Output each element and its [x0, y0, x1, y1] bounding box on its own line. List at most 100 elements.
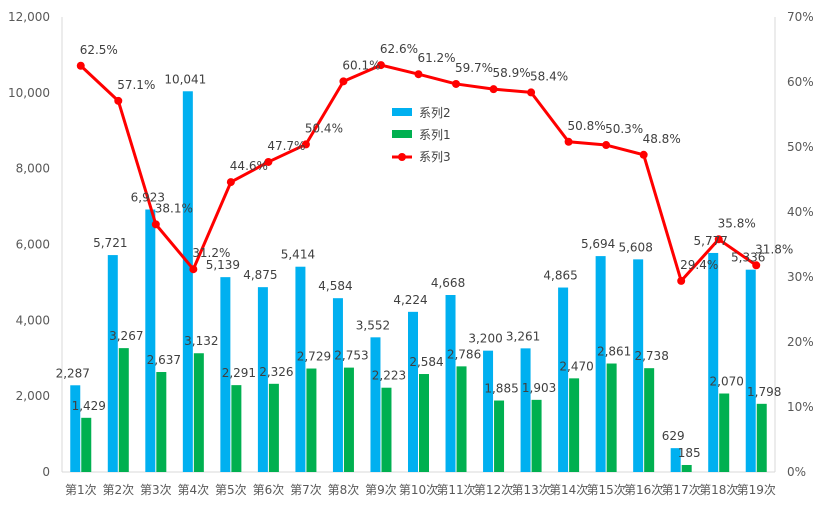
x-tick-label: 第1次 — [65, 483, 97, 497]
y-left-tick-label: 8,000 — [16, 162, 50, 176]
legend-label-series2: 系列2 — [419, 106, 451, 120]
bar-series2 — [295, 266, 306, 472]
data-label-series2: 5,694 — [581, 237, 615, 251]
data-label-series2: 3,200 — [468, 332, 502, 346]
data-label-series1: 185 — [678, 446, 701, 460]
data-label-series1: 1,429 — [72, 399, 106, 413]
y-right-tick-label: 50% — [787, 140, 814, 154]
data-label-series3: 29.4% — [680, 258, 718, 272]
bar-series2 — [745, 269, 756, 472]
data-label-series2: 2,287 — [56, 366, 90, 380]
data-label-series2: 5,608 — [618, 240, 652, 254]
bar-series1 — [494, 400, 505, 472]
y-left-tick-label: 10,000 — [8, 86, 50, 100]
bar-series2 — [520, 348, 531, 472]
line-point-series3 — [301, 140, 310, 149]
bar-series2 — [332, 298, 343, 472]
line-point-series3 — [76, 61, 85, 70]
x-tick-label: 第19次 — [737, 483, 776, 497]
x-tick-label: 第14次 — [549, 483, 588, 497]
bar-series2 — [558, 287, 569, 472]
bar-series2 — [633, 259, 644, 472]
data-labels: 2,287 1,429 5,721 3,267 6,923 2,637 10,041 3,13… — [56, 42, 794, 460]
data-label-series3: 48.8% — [643, 132, 681, 146]
data-label-series3: 58.4% — [530, 69, 568, 83]
bar-series1 — [306, 368, 317, 472]
data-label-series3: 60.1% — [342, 58, 380, 72]
x-tick-label: 第8次 — [328, 483, 360, 497]
data-label-series1: 3,267 — [109, 329, 143, 343]
bar-series2 — [145, 209, 156, 472]
data-label-series3: 38.1% — [155, 201, 193, 215]
line-point-series3 — [752, 261, 761, 270]
data-label-series3: 31.8% — [755, 242, 793, 256]
bar-series2 — [370, 337, 381, 472]
line-point-series3 — [527, 88, 536, 97]
x-tick-label: 第18次 — [699, 483, 738, 497]
bar-series2 — [257, 287, 268, 472]
bar-series2 — [708, 252, 719, 472]
data-label-series3: 35.8% — [718, 216, 756, 230]
x-tick-label: 第4次 — [178, 483, 210, 497]
bar-series1 — [531, 399, 542, 472]
data-label-series1: 3,132 — [184, 334, 218, 348]
legend-swatch-series2 — [392, 108, 412, 116]
data-label-series1: 2,753 — [334, 349, 368, 363]
legend-marker-series3 — [398, 153, 406, 161]
data-label-series2: 5,721 — [93, 236, 127, 250]
data-label-series1: 2,326 — [259, 365, 293, 379]
bar-series1 — [118, 348, 129, 472]
y-right-tick-label: 10% — [787, 400, 814, 414]
x-tick-label: 第2次 — [102, 483, 134, 497]
bar-series1 — [719, 393, 730, 472]
bar-series2 — [70, 385, 81, 472]
y-left-tick-label: 12,000 — [8, 10, 50, 24]
y-right-tick-label: 20% — [787, 335, 814, 349]
legend-swatch-series1 — [392, 130, 412, 138]
bar-series1 — [231, 385, 242, 472]
line-point-series3 — [714, 235, 723, 244]
legend-label-series3: 系列3 — [419, 150, 451, 164]
data-label-series3: 47.7% — [267, 139, 305, 153]
axes: 0 2,000 4,000 6,000 8,000 10,000 12,000 0% 10% 20… — [8, 10, 814, 497]
line-point-series3 — [189, 265, 198, 274]
data-label-series2: 4,668 — [431, 276, 465, 290]
bar-series2 — [670, 448, 681, 472]
data-label-series2: 3,552 — [356, 318, 390, 332]
data-label-series2: 629 — [662, 429, 685, 443]
data-label-series3: 62.6% — [380, 42, 418, 56]
data-label-series2: 3,261 — [506, 329, 540, 343]
data-label-series1: 2,861 — [597, 345, 631, 359]
bar-series1 — [381, 387, 392, 472]
legend: 系列2 系列1 系列3 — [392, 106, 451, 164]
data-label-series1: 2,786 — [447, 347, 481, 361]
y-left-tick-label: 0 — [42, 465, 50, 479]
bar-series1 — [193, 353, 204, 472]
line-point-series3 — [677, 276, 686, 285]
line-point-series3 — [151, 220, 160, 229]
data-label-series1: 2,291 — [222, 366, 256, 380]
data-label-series1: 2,470 — [559, 359, 593, 373]
data-label-series1: 2,637 — [147, 353, 181, 367]
data-label-series1: 1,885 — [484, 382, 518, 396]
x-tick-label: 第5次 — [215, 483, 247, 497]
data-label-series3: 44.6% — [230, 159, 268, 173]
y-right-tick-label: 60% — [787, 75, 814, 89]
y-right-tick-label: 70% — [787, 10, 814, 24]
bar-series2 — [445, 295, 456, 472]
bar-series1 — [606, 363, 617, 472]
data-label-series2: 5,336 — [731, 251, 765, 265]
bar-series1 — [456, 366, 467, 472]
line-series — [76, 61, 761, 285]
y-right-tick-label: 40% — [787, 205, 814, 219]
data-label-series3: 61.2% — [417, 51, 455, 65]
line-point-series3 — [414, 70, 423, 79]
y-right-tick-label: 30% — [787, 270, 814, 284]
line-point-series3 — [564, 137, 573, 146]
bar-series2 — [220, 277, 231, 472]
bar-series1 — [569, 378, 580, 472]
data-label-series2: 4,865 — [543, 269, 577, 283]
data-label-series2: 5,139 — [206, 258, 240, 272]
data-label-series2: 5,414 — [281, 248, 315, 262]
